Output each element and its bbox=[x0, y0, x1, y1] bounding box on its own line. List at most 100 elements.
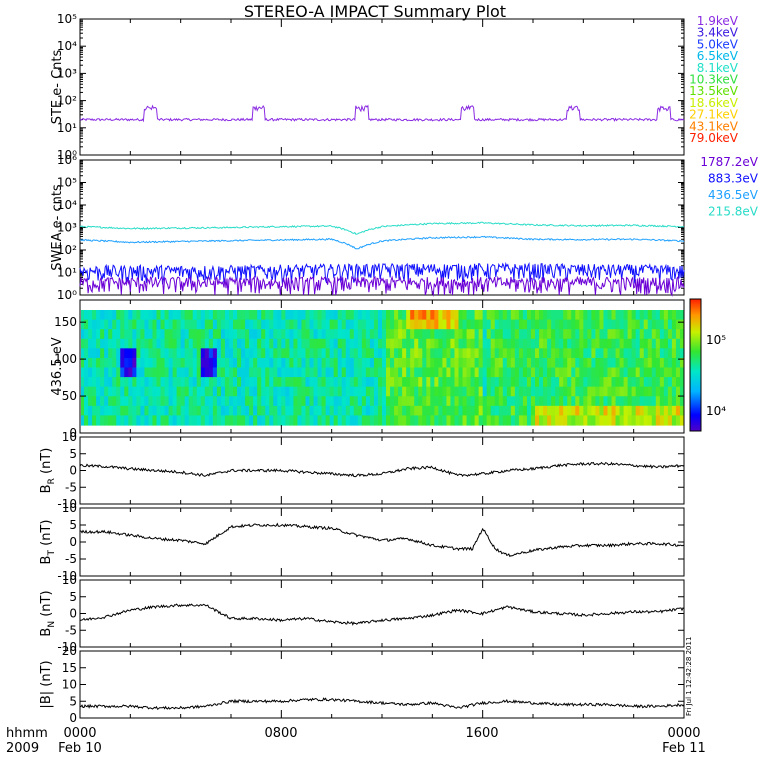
spectrogram-cell bbox=[116, 377, 121, 388]
spectrogram-cell bbox=[539, 348, 544, 359]
spectrogram-cell bbox=[144, 357, 150, 369]
spectrogram-cell bbox=[535, 357, 540, 369]
spectrogram-cell bbox=[317, 367, 323, 378]
spectrogram-cell bbox=[591, 377, 597, 388]
spectrogram-cell bbox=[406, 338, 411, 349]
spectrogram-cell bbox=[506, 319, 512, 330]
spectrogram-cell bbox=[446, 377, 452, 388]
spectrogram-cell bbox=[164, 386, 170, 397]
spectrogram-cell bbox=[619, 377, 625, 388]
spectrogram-cell bbox=[361, 377, 367, 388]
spectrogram-cell bbox=[571, 367, 576, 378]
spectrogram-cell bbox=[615, 396, 621, 407]
spectrogram-cell bbox=[120, 377, 125, 388]
spectrogram-cell bbox=[116, 386, 121, 397]
spectrogram-cell bbox=[325, 310, 331, 321]
spectrogram-cell bbox=[627, 396, 633, 407]
spectrogram-cell bbox=[522, 405, 528, 417]
spectrogram-cell bbox=[659, 405, 665, 417]
spectrogram-cell bbox=[478, 415, 484, 426]
colorbar-tick-low: 10⁴ bbox=[706, 404, 726, 418]
spectrogram-cell bbox=[257, 377, 262, 388]
spectrogram-cell bbox=[325, 348, 331, 359]
spectrogram-cell bbox=[152, 396, 158, 407]
spectrogram-cell bbox=[365, 405, 371, 417]
spectrogram-cell bbox=[390, 405, 395, 417]
spectrogram-cell bbox=[176, 357, 182, 369]
legend-ste-item: 10.3keV bbox=[689, 73, 739, 87]
spectrogram-cell bbox=[643, 415, 649, 426]
spectrogram-cell bbox=[623, 310, 629, 321]
spectrogram-cell bbox=[361, 348, 367, 359]
spectrogram-cell bbox=[454, 367, 460, 378]
spectrogram-cell bbox=[220, 367, 226, 378]
spectrogram-cell bbox=[418, 338, 423, 349]
spectrogram-cell bbox=[361, 415, 367, 426]
spectrogram-cell bbox=[478, 357, 484, 369]
spectrogram-cell bbox=[309, 338, 315, 349]
spectrogram-cell bbox=[220, 357, 226, 369]
spectrogram-cell bbox=[603, 386, 609, 397]
spectrogram-cell bbox=[273, 405, 278, 417]
spectrogram-cell bbox=[289, 377, 295, 388]
spectrogram-cell bbox=[116, 348, 121, 359]
spectrogram-cell bbox=[216, 310, 222, 321]
spectrogram-cell bbox=[116, 338, 121, 349]
spectrogram-cell bbox=[245, 367, 250, 378]
spectrogram-cell bbox=[120, 405, 125, 417]
spectrogram-cell bbox=[124, 386, 129, 397]
spectrogram-cell bbox=[96, 396, 101, 407]
spectrogram-cell bbox=[647, 348, 653, 359]
spectrogram-cell bbox=[522, 319, 528, 330]
spectrogram-cell bbox=[148, 415, 154, 426]
spectrogram-cell bbox=[156, 338, 162, 349]
spectrogram-cell bbox=[442, 405, 448, 417]
spectrogram-cell bbox=[281, 405, 286, 417]
spectrogram-cell bbox=[249, 329, 254, 340]
spectrogram-cell bbox=[156, 357, 162, 369]
spectrogram-cell bbox=[164, 396, 170, 407]
spectrogram-cell bbox=[623, 377, 629, 388]
spectrogram-cell bbox=[410, 310, 415, 321]
spectrogram-cell bbox=[579, 338, 584, 349]
spectrogram-cell bbox=[132, 377, 137, 388]
spectrogram-cell bbox=[293, 329, 299, 340]
spectrogram-cell bbox=[81, 405, 85, 417]
legend-ste-item: 79.0keV bbox=[689, 131, 739, 145]
spectrogram-cell bbox=[329, 396, 335, 407]
spectrogram-cell bbox=[450, 415, 456, 426]
spectrogram-cell bbox=[104, 348, 109, 359]
spectrogram-cell bbox=[510, 329, 516, 340]
spectrogram-cell bbox=[361, 396, 367, 407]
spectrogram-cell bbox=[168, 348, 174, 359]
spectrogram-cell bbox=[647, 386, 653, 397]
spectrogram-cell bbox=[575, 338, 580, 349]
spectrogram-cell bbox=[434, 405, 439, 417]
spectrogram-cell bbox=[530, 348, 536, 359]
spectrogram-cell bbox=[228, 329, 234, 340]
spectrogram-cell bbox=[377, 338, 383, 349]
spectrogram-cell bbox=[84, 377, 89, 388]
spectrogram-cell bbox=[317, 377, 323, 388]
spectrogram-cell bbox=[285, 319, 290, 330]
spectrogram-cell bbox=[241, 405, 246, 417]
spectrogram-cell bbox=[92, 386, 97, 397]
spectrogram-cell bbox=[394, 386, 399, 397]
spectrogram-cell bbox=[337, 319, 343, 330]
spectrogram-cell bbox=[293, 367, 299, 378]
spectrogram-cell bbox=[192, 396, 198, 407]
spectrogram-cell bbox=[112, 348, 117, 359]
spectrogram-cell bbox=[502, 377, 508, 388]
spectrogram-cell bbox=[466, 405, 472, 417]
spectrogram-cell bbox=[446, 348, 452, 359]
spectrogram-cell bbox=[635, 329, 641, 340]
spectrogram-cell bbox=[140, 329, 146, 340]
spectrogram-cell bbox=[253, 338, 258, 349]
spectrogram-cell bbox=[345, 367, 351, 378]
spectrogram-cell bbox=[104, 396, 109, 407]
spectrogram-cell bbox=[555, 319, 560, 330]
spectrogram-cell bbox=[647, 415, 653, 426]
spectrogram-cell bbox=[498, 310, 504, 321]
spectrogram-cell bbox=[430, 319, 435, 330]
